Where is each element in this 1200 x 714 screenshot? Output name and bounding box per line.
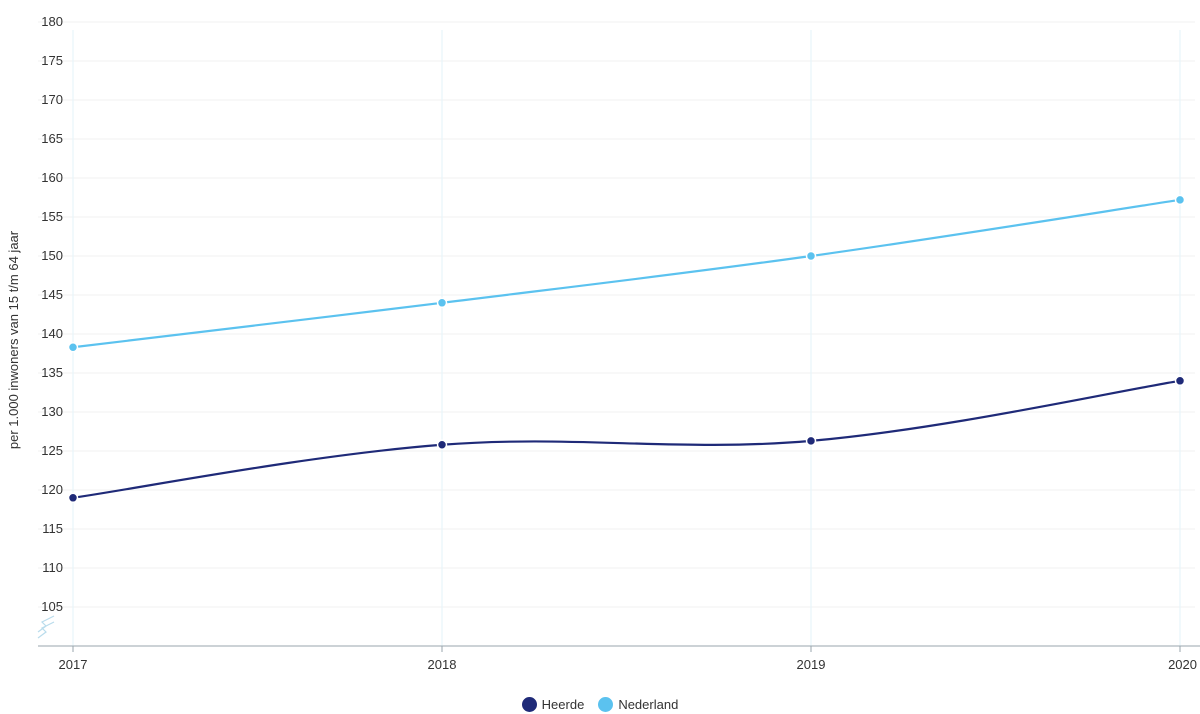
- x-tick-label: 2020: [1168, 657, 1197, 672]
- y-tick-label: 140: [41, 326, 63, 341]
- y-tick-label: 135: [41, 365, 63, 380]
- line-chart: 105 110 115 120 125 130 135 140 145 150 155 160 165 1…: [6, 14, 1200, 672]
- y-tick-label: 170: [41, 92, 63, 107]
- legend-item-heerde[interactable]: Heerde: [521, 696, 585, 712]
- x-tick-label: 2019: [797, 657, 826, 672]
- y-tick-label: 105: [41, 599, 63, 614]
- y-tick-label: 175: [41, 53, 63, 68]
- y-tick-label: 115: [42, 521, 63, 536]
- x-tick-label: 2017: [59, 657, 88, 672]
- legend-item-nederland[interactable]: Nederland: [598, 696, 679, 712]
- axis-break-icon: [37, 615, 55, 639]
- y-tick-label: 110: [42, 560, 63, 575]
- y-tick-label: 160: [41, 170, 63, 185]
- y-tick-label: 180: [41, 14, 63, 29]
- x-tick-label: 2018: [428, 657, 457, 672]
- y-tick-label: 155: [41, 209, 63, 224]
- data-point-nederland[interactable]: [1174, 194, 1186, 206]
- data-point-heerde[interactable]: [436, 439, 448, 451]
- y-tick-label: 120: [41, 482, 63, 497]
- y-tick-label: 125: [41, 443, 63, 458]
- series-line-heerde: [72, 379, 1181, 499]
- series-line-nederland: [72, 198, 1181, 349]
- gridlines: [38, 21, 1195, 646]
- y-tick-label: 165: [41, 131, 63, 146]
- legend-label-nederland: Nederland: [618, 696, 679, 712]
- y-tick-label: 145: [41, 287, 63, 302]
- data-point-nederland[interactable]: [436, 297, 448, 309]
- data-point-heerde[interactable]: [1174, 375, 1186, 387]
- legend-label-heerde: Heerde: [541, 696, 585, 712]
- heerde-swatch-icon: [521, 696, 537, 712]
- x-axis: 2017 2018 2019 2020: [38, 645, 1200, 672]
- legend: Heerde Nederland: [0, 694, 1200, 714]
- y-axis: 105 110 115 120 125 130 135 140 145 150 155 160 165 1…: [37, 14, 63, 639]
- series-group: [67, 194, 1186, 504]
- y-axis-title: per 1.000 inwoners van 15 t/m 64 jaar: [6, 230, 21, 449]
- data-point-nederland[interactable]: [67, 342, 79, 353]
- y-tick-label: 130: [41, 404, 63, 419]
- data-point-nederland[interactable]: [805, 250, 817, 262]
- y-tick-label: 150: [41, 248, 63, 263]
- data-point-heerde[interactable]: [67, 492, 79, 504]
- nederland-swatch-icon: [598, 696, 614, 712]
- data-point-heerde[interactable]: [805, 435, 817, 447]
